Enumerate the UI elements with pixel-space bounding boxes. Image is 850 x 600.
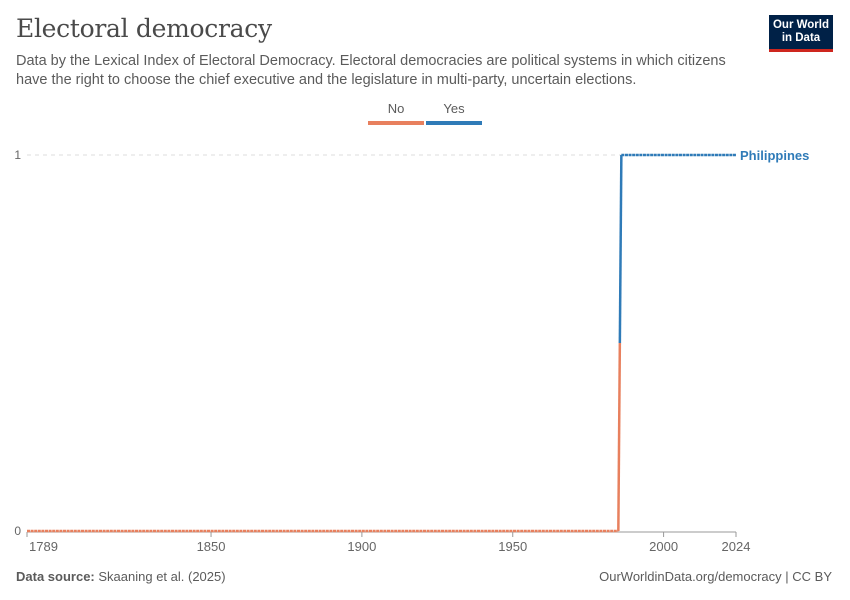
logo-line1: Our World [772,19,829,31]
data-source: Data source: Skaaning et al. (2025) [16,569,226,584]
legend-label: No [387,101,405,116]
y-tick-label: 1 [14,148,21,162]
legend-item-no[interactable]: No [368,101,424,125]
y-tick-label: 0 [14,524,21,538]
logo-line2: in Data [781,32,821,44]
footer-url[interactable]: OurWorldinData.org/democracy | CC BY [599,569,832,584]
transition-line [617,342,622,532]
transition-line [618,154,623,344]
x-tick-label: 1789 [29,539,58,554]
x-tick-label: 1850 [197,539,226,554]
legend: No Yes [368,101,482,125]
x-tick-label: 2000 [649,539,678,554]
owid-logo[interactable]: Our World in Data [769,15,833,52]
legend-swatch [426,121,482,125]
x-tick-label: 2024 [722,539,751,554]
x-tick-label: 1950 [498,539,527,554]
chart-subtitle: Data by the Lexical Index of Electoral D… [16,53,726,88]
legend-item-yes[interactable]: Yes [426,101,482,125]
legend-swatch [368,121,424,125]
source-text[interactable]: Skaaning et al. (2025) [98,569,226,584]
chart-title: Electoral democracy [16,14,272,43]
series-label-philippines[interactable]: Philippines [740,148,809,163]
source-label: Data source: [16,569,95,584]
legend-label: Yes [443,101,465,116]
x-tick-label: 1900 [347,539,376,554]
